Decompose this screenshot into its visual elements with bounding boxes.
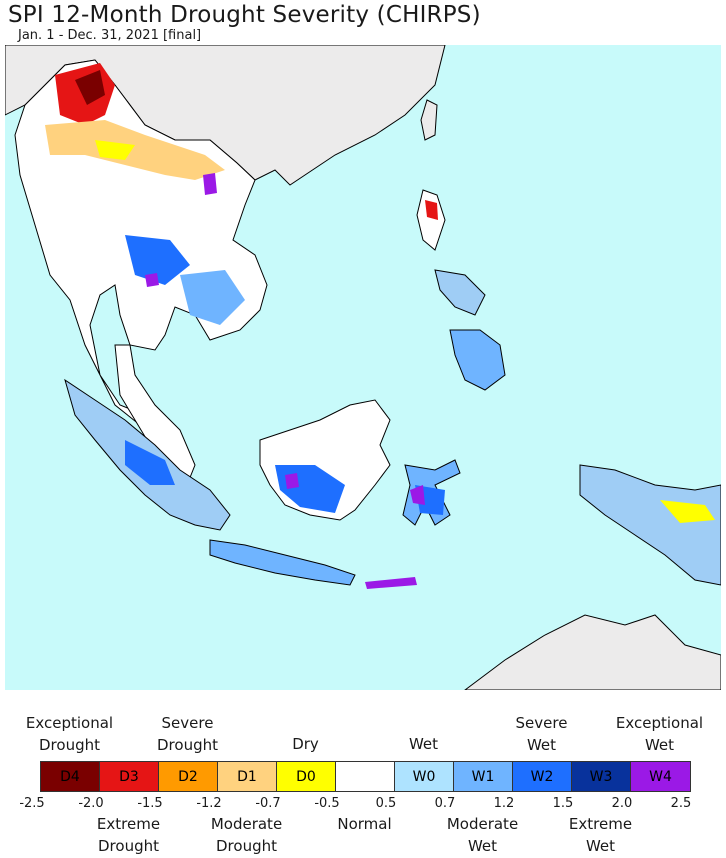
legend-color-bar: D4 D3 D2 D1 D0 W0 W1 W2 W3 W4 bbox=[40, 761, 691, 792]
legend-cell-w1: W1 bbox=[454, 762, 513, 791]
legend-tick: -0.5 bbox=[314, 796, 340, 811]
legend-category-label: Moderate Wet bbox=[446, 815, 519, 855]
philippines-mindanao bbox=[449, 329, 506, 391]
malay-peninsula bbox=[114, 344, 196, 486]
legend-tick: -2.5 bbox=[19, 796, 45, 811]
legend-category-label: Dry bbox=[292, 735, 319, 753]
wet-thailand bbox=[125, 235, 190, 285]
legend-tick: 0.5 bbox=[375, 796, 397, 811]
legend-tick: -0.7 bbox=[255, 796, 281, 811]
wet-cambodia bbox=[180, 270, 245, 325]
java bbox=[209, 539, 356, 586]
taiwan bbox=[420, 99, 438, 141]
legend-category-label: Severe Wet bbox=[515, 714, 568, 754]
legend-category-label: Extreme Wet bbox=[568, 815, 633, 855]
exceptional-wet-thailand bbox=[145, 273, 159, 287]
legend-tick: -1.2 bbox=[196, 796, 222, 811]
legend-tick: 1.2 bbox=[493, 796, 515, 811]
legend-category-label: Severe Drought bbox=[157, 714, 218, 754]
legend-cell-d2: D2 bbox=[159, 762, 218, 791]
drought-luzon bbox=[425, 200, 438, 220]
legend-cell-d4: D4 bbox=[41, 762, 100, 791]
legend-category-label: Exceptional Drought bbox=[25, 714, 114, 754]
legend-tick: 2.0 bbox=[611, 796, 633, 811]
map-title: SPI 12-Month Drought Severity (CHIRPS) bbox=[8, 2, 481, 28]
legend-category-label: Exceptional Wet bbox=[615, 714, 704, 754]
legend-tick: -1.5 bbox=[137, 796, 163, 811]
legend-cell-d1: D1 bbox=[218, 762, 277, 791]
exceptional-wet-borneo bbox=[285, 473, 299, 489]
legend-cell-w0: W0 bbox=[395, 762, 454, 791]
legend-category-label: Normal bbox=[337, 815, 392, 833]
legend-category-label: Moderate Drought bbox=[210, 815, 283, 855]
wet-sumatra bbox=[125, 440, 175, 485]
legend-tick: 0.7 bbox=[434, 796, 456, 811]
australia bbox=[464, 614, 721, 690]
philippines-luzon bbox=[416, 189, 446, 251]
legend-cell-w4: W4 bbox=[631, 762, 690, 791]
philippines-visayas bbox=[434, 269, 486, 316]
dry-north bbox=[45, 120, 225, 180]
dry-yellow bbox=[95, 140, 135, 160]
legend-tick: -2.0 bbox=[78, 796, 104, 811]
legend-cell-d3: D3 bbox=[100, 762, 159, 791]
legend-category-label: Wet bbox=[408, 735, 439, 753]
legend-cell-w3: W3 bbox=[572, 762, 631, 791]
map-subtitle: Jan. 1 - Dec. 31, 2021 [final] bbox=[18, 28, 202, 43]
dry-newguinea bbox=[660, 500, 715, 523]
legend-cell-normal bbox=[336, 762, 395, 791]
legend-cell-d0: D0 bbox=[277, 762, 336, 791]
exceptional-wet-sulawesi bbox=[410, 485, 425, 505]
legend-category-label: Extreme Drought bbox=[96, 815, 161, 855]
legend-tick: 2.5 bbox=[670, 796, 692, 811]
new-guinea bbox=[579, 464, 721, 586]
drought-exceptional bbox=[75, 70, 105, 105]
legend-tick: 1.5 bbox=[552, 796, 574, 811]
legend-cell-w2: W2 bbox=[513, 762, 572, 791]
drought-map bbox=[5, 45, 721, 690]
exceptional-wet-vietnam bbox=[203, 173, 217, 195]
exceptional-wet-nusa bbox=[365, 577, 417, 589]
